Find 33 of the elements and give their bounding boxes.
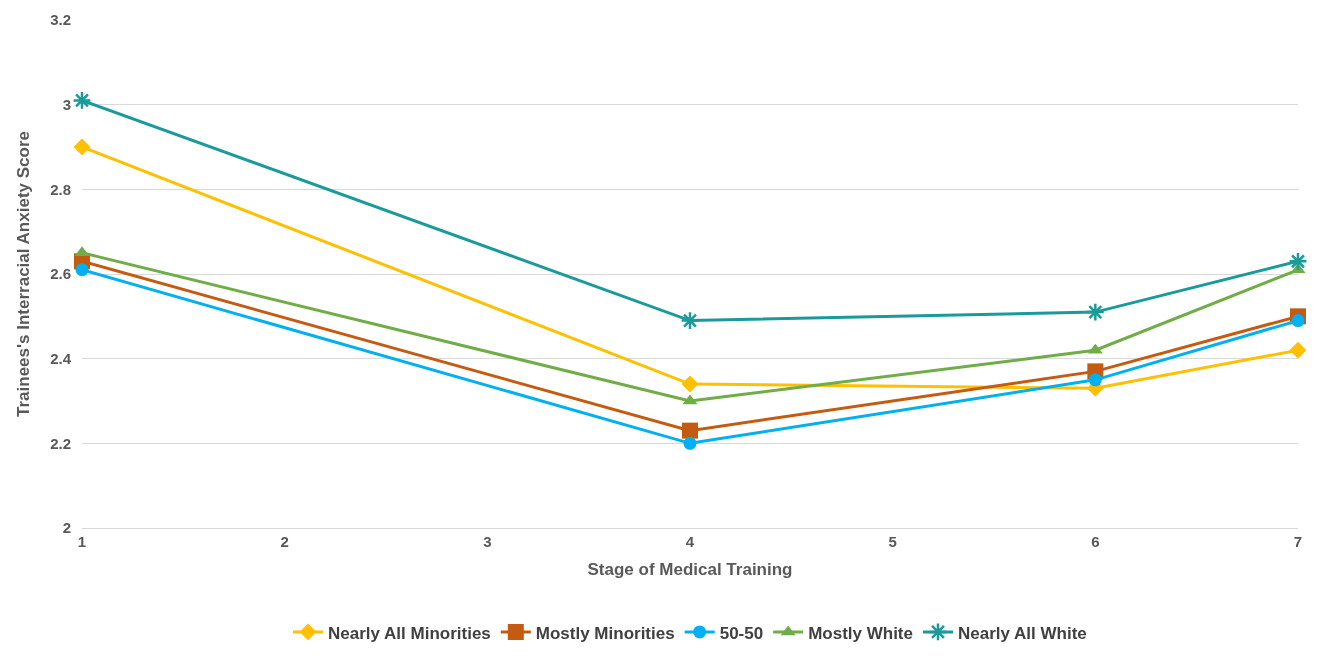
x-axis-title: Stage of Medical Training [587, 560, 793, 580]
legend-label: Nearly All Minorities [328, 623, 491, 643]
point [1085, 302, 1105, 322]
x-tick-label: 1 [77, 533, 87, 550]
point [73, 138, 91, 156]
x-tick-label: 3 [483, 533, 492, 550]
legend-label: 50-50 [719, 623, 764, 643]
x-tick-label: 6 [1091, 533, 1100, 550]
point [683, 436, 697, 450]
y-tick-label: 2 [62, 519, 71, 537]
point [1291, 314, 1305, 328]
point [1288, 251, 1308, 271]
point [1088, 373, 1102, 387]
point [75, 263, 89, 277]
point [72, 90, 92, 111]
y-axis-title: Trainees's Interracial Anxiety Score [13, 131, 33, 417]
y-tick-label: 3 [62, 95, 71, 113]
y-tick-label: 2.6 [50, 265, 71, 283]
x-tick-label: 5 [888, 533, 897, 550]
point [681, 375, 699, 393]
point [1289, 341, 1307, 359]
legend-label: Mostly Minorities [535, 623, 675, 643]
x-tick-label: 7 [1293, 533, 1303, 550]
x-tick-label: 4 [685, 533, 695, 550]
y-tick-label: 2.2 [50, 434, 71, 452]
x-tick-label: 2 [280, 533, 289, 550]
point [682, 422, 698, 439]
legend-label: Mostly White [808, 623, 913, 643]
legend-label: Nearly All White [958, 623, 1087, 643]
y-tick-label: 2.8 [50, 180, 71, 198]
y-tick-label: 2.4 [50, 349, 72, 367]
point [680, 310, 700, 331]
y-tick-label: 3.2 [50, 11, 71, 29]
